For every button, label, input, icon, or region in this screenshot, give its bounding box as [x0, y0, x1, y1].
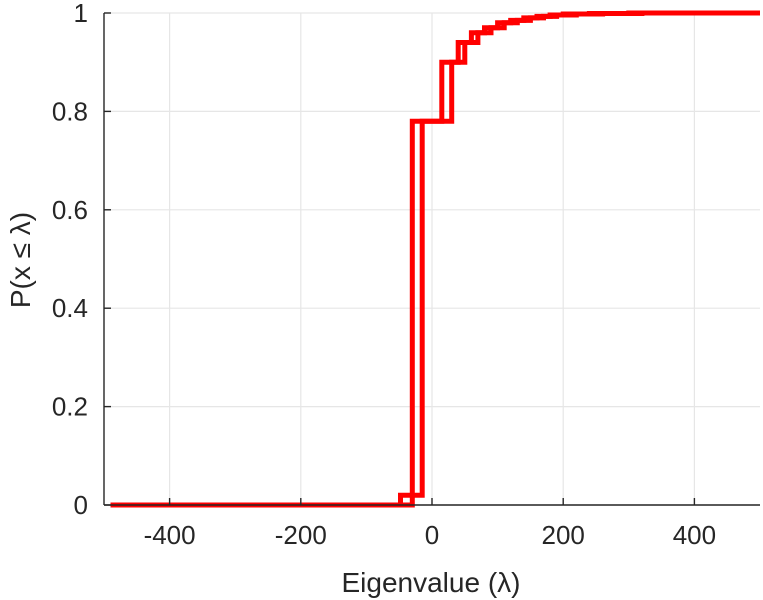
- y-axis-title: P(x ≤ λ): [5, 212, 36, 308]
- y-tick-label: 0.2: [52, 392, 88, 422]
- x-tick-label: -400: [144, 520, 196, 550]
- grid: [104, 12, 760, 506]
- series-group: [110, 10, 760, 508]
- y-tick-label: 1: [74, 0, 88, 28]
- tick-labels: -400 -200 0 200 400 0 0.2 0.4 0.6 0.8 1: [52, 0, 716, 550]
- x-tick-label: 0: [425, 520, 439, 550]
- x-tick-label: 200: [542, 520, 585, 550]
- x-axis-title: Eigenvalue (λ): [342, 567, 521, 598]
- y-tick-label: 0.6: [52, 195, 88, 225]
- y-tick-label: 0.8: [52, 96, 88, 126]
- y-tick-label: 0: [74, 490, 88, 520]
- cdf-series-line: [110, 10, 760, 508]
- y-tick-label: 0.4: [52, 293, 88, 323]
- axes: [103, 12, 760, 506]
- cdf-series-line: [110, 10, 760, 508]
- x-tick-label: -200: [275, 520, 327, 550]
- x-tick-label: 400: [673, 520, 716, 550]
